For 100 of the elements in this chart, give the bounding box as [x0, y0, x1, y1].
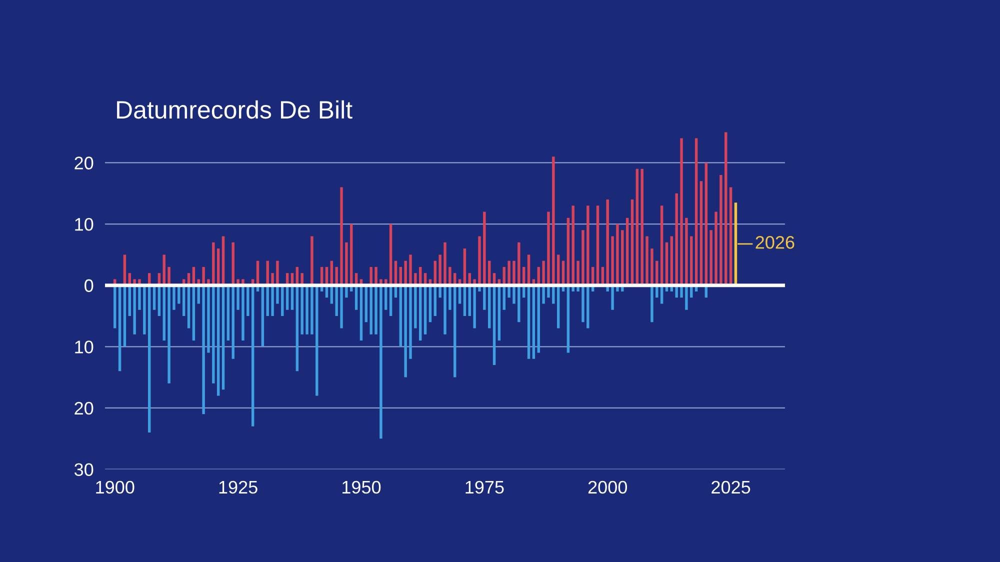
bar [542, 285, 545, 304]
bar [552, 156, 555, 286]
bar [518, 285, 520, 322]
bar [596, 206, 600, 286]
bar [207, 285, 210, 353]
bar [335, 285, 338, 316]
bar [454, 285, 456, 378]
bar [444, 242, 446, 286]
bar [675, 193, 678, 286]
bar [306, 285, 308, 334]
bar [438, 254, 442, 286]
bar [518, 242, 520, 286]
bar [310, 236, 314, 286]
bar [483, 212, 486, 286]
bar [172, 285, 176, 310]
bar [714, 212, 718, 286]
bar [316, 285, 318, 396]
bar [483, 285, 486, 310]
y-tick-label: 20 [74, 156, 94, 170]
bar [246, 285, 250, 316]
bar [582, 230, 584, 286]
y-tick-label: 20 [74, 402, 94, 415]
bar [448, 285, 452, 310]
bar [512, 260, 516, 286]
bar [650, 285, 654, 322]
x-tick-label: 2025 [712, 480, 750, 494]
bar [542, 260, 545, 286]
bar [404, 285, 407, 378]
x-tick-label: 2000 [588, 480, 627, 494]
bar [380, 285, 382, 439]
bar [606, 200, 609, 286]
bar [685, 218, 688, 286]
bar [444, 285, 446, 334]
bar [720, 174, 722, 286]
bar [409, 285, 412, 359]
bar [532, 285, 536, 359]
bar [340, 285, 343, 328]
y-tick-label: 0 [84, 279, 94, 292]
bar [404, 260, 407, 286]
bar [236, 285, 240, 310]
bar [216, 285, 220, 396]
bar [660, 206, 664, 286]
bar [178, 285, 180, 304]
bar [492, 285, 496, 366]
bar [138, 285, 141, 310]
bar [704, 162, 708, 286]
bar [310, 285, 314, 334]
bar [646, 236, 648, 286]
bar [168, 285, 170, 384]
bar [626, 218, 629, 286]
bar [611, 236, 614, 286]
bar [271, 285, 274, 316]
bar [537, 285, 540, 353]
bar [133, 285, 136, 334]
bar [409, 254, 412, 286]
bar [636, 168, 639, 286]
bar [710, 230, 712, 286]
bar [512, 285, 516, 304]
bar [616, 224, 619, 286]
bar [473, 285, 476, 328]
bar [143, 285, 146, 334]
y-tick-label: 10 [75, 218, 94, 231]
bar [576, 260, 580, 286]
bar [685, 285, 688, 310]
bar [345, 242, 348, 286]
x-tick-label: 1925 [219, 480, 258, 494]
bar [729, 187, 732, 286]
bar [640, 168, 644, 286]
bar [700, 181, 703, 286]
bar [374, 285, 378, 334]
bar [276, 260, 279, 286]
bar [586, 206, 590, 286]
bar [527, 285, 530, 359]
bar [694, 138, 698, 286]
legend-label: 2026 [756, 236, 794, 249]
bar [222, 285, 225, 390]
bar [547, 212, 550, 286]
bar [276, 285, 279, 304]
bar [724, 132, 728, 286]
y-tick-label: 30 [74, 463, 94, 476]
bar [478, 236, 481, 286]
bar [300, 285, 304, 334]
bar [370, 285, 372, 334]
bar [572, 206, 574, 286]
bar [148, 285, 151, 432]
bar [680, 138, 683, 286]
bar [630, 200, 634, 286]
bar [552, 285, 555, 304]
bar [566, 285, 570, 353]
x-tick-label: 1975 [466, 480, 504, 494]
bar [414, 285, 417, 328]
bar [650, 248, 654, 286]
x-tick-label: 1950 [342, 480, 381, 494]
x-tick-label: 1900 [96, 480, 134, 494]
bar [611, 285, 614, 310]
bar [251, 285, 254, 426]
bar [212, 285, 215, 384]
bar [586, 285, 590, 328]
bar [508, 260, 510, 286]
bar [202, 285, 205, 414]
